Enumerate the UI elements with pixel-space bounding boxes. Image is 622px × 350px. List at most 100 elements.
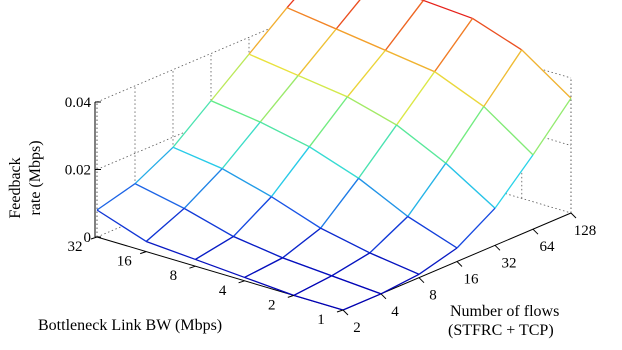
surface-edge — [434, 71, 485, 108]
surface-cell — [211, 54, 299, 123]
surface-edge — [282, 227, 322, 259]
surface-edge — [335, 0, 361, 30]
surface-edge — [380, 273, 420, 295]
surface-cell — [135, 147, 223, 209]
surface-edge — [96, 209, 147, 243]
flows-tick-label: 16 — [464, 272, 480, 288]
surface-edge — [335, 28, 386, 51]
surface-edge — [221, 121, 261, 170]
surface-edge — [244, 276, 295, 297]
flows-tick-label: 64 — [540, 239, 556, 255]
flows-tick-mark — [494, 244, 501, 251]
bw-tick-mark — [140, 251, 147, 255]
surface-edge — [423, 0, 473, 20]
surface-edge — [358, 177, 409, 218]
flows-tick-mark — [418, 277, 425, 284]
surface-edge — [532, 97, 572, 156]
surface-cell — [407, 163, 495, 248]
surface-edge — [293, 275, 333, 296]
surface-edge — [369, 216, 409, 254]
surface-edge — [270, 146, 310, 198]
surface-cell — [434, 18, 522, 107]
surface-edge — [418, 247, 458, 275]
surface-edge — [195, 258, 245, 279]
bw-tick-label: 4 — [219, 283, 227, 299]
surface-edge — [396, 124, 447, 164]
x-axis-label: Bottleneck Link BW (Mbps) — [38, 317, 222, 334]
y-axis-label-line-1: Number of flows — [450, 303, 559, 320]
flows-tick-mark — [456, 261, 463, 267]
z-axis-label-line-1: Feedback — [7, 157, 24, 218]
surface-edge — [445, 162, 496, 209]
surface-cell — [249, 7, 337, 76]
bw-tick-label: 16 — [117, 254, 133, 270]
surface-edge — [183, 207, 234, 238]
surface-edge — [483, 106, 534, 156]
surface-edge — [259, 75, 299, 123]
surface-cell — [309, 96, 397, 179]
surface-edge — [342, 293, 382, 311]
surface-edge — [331, 275, 382, 295]
surface-edge — [445, 106, 485, 164]
bw-tick-mark — [336, 309, 344, 313]
flows-tick-label: 4 — [391, 304, 399, 320]
bw-tick-label: 1 — [317, 312, 325, 328]
surface-edge — [309, 146, 359, 179]
surface-cell — [282, 228, 370, 276]
y-axis-label-line-2: (STFRC + TCP) — [448, 322, 554, 339]
bw-tick-label: 2 — [268, 297, 276, 313]
surface-edge — [369, 252, 420, 275]
flows-tick-mark — [532, 228, 539, 235]
flows-tick-label: 128 — [574, 223, 597, 239]
bw-tick-mark — [238, 280, 245, 284]
surface-edge — [248, 53, 299, 77]
z-tick-label: 0 — [84, 230, 92, 246]
surface-cell — [483, 49, 571, 155]
surface-edge — [134, 183, 185, 210]
surface-cell — [369, 216, 457, 275]
surface-edge — [232, 196, 272, 237]
surface-cell — [298, 29, 386, 97]
surface-edge — [183, 168, 223, 209]
surface-cell — [320, 178, 408, 253]
surface-edge — [320, 177, 360, 229]
surface-cell — [271, 146, 359, 229]
surface-edge — [521, 49, 572, 99]
surface-edge — [494, 154, 534, 209]
surface-edge — [434, 18, 474, 73]
surface-edge — [134, 146, 174, 185]
surface-edge — [293, 294, 344, 311]
surface-edge — [331, 252, 371, 277]
surface-edge — [297, 28, 337, 76]
surface-edge — [396, 71, 436, 126]
surface-edge — [221, 168, 272, 198]
surface-edge — [145, 207, 185, 242]
z-axis-label-line-2: rate (Mbps) — [27, 140, 44, 215]
flows-tick-label: 32 — [502, 255, 517, 271]
surface-edge — [145, 240, 196, 261]
surface-edge — [456, 207, 496, 249]
surface-cell — [260, 75, 348, 147]
surface-cell — [347, 50, 435, 126]
surface-edge — [286, 0, 295, 9]
surface-edge — [483, 49, 523, 107]
surface-cell — [146, 208, 234, 260]
bw-tick-mark — [189, 265, 196, 269]
surface-edge — [358, 124, 398, 179]
surface-edge — [248, 7, 288, 55]
surface-edge — [347, 96, 397, 126]
surface-edge — [384, 0, 424, 51]
surface-edge — [282, 257, 333, 277]
surface-cell — [385, 0, 473, 72]
z-tick-label: 0.02 — [65, 163, 91, 179]
z-axis-label: Feedback rate (Mbps) — [7, 140, 44, 218]
z-tick-label: 0.04 — [65, 95, 92, 111]
tick-labels: 0 0.02 0.04 32 16 8 4 2 1 2 4 8 16 32 64 128 — [65, 95, 597, 336]
flows-tick-mark — [380, 293, 387, 300]
bw-tick-label: 8 — [170, 268, 178, 284]
flows-tick-label: 2 — [353, 320, 361, 336]
surface-edge — [472, 17, 523, 51]
surface-edge — [233, 235, 283, 259]
surface-edge — [210, 53, 250, 102]
